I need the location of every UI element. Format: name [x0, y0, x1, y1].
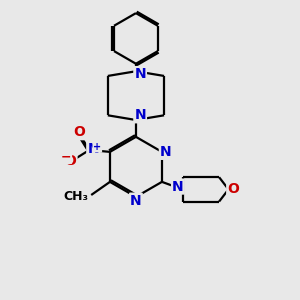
- Text: +: +: [93, 142, 101, 152]
- Text: N: N: [87, 142, 99, 156]
- Text: O: O: [227, 182, 239, 197]
- Text: CH₃: CH₃: [63, 190, 88, 203]
- Text: N: N: [160, 145, 172, 159]
- Text: N: N: [172, 180, 184, 194]
- Text: N: N: [134, 67, 146, 81]
- Text: N: N: [134, 108, 146, 122]
- Text: −: −: [61, 150, 71, 163]
- Text: O: O: [64, 154, 76, 168]
- Text: O: O: [73, 125, 85, 139]
- Text: N: N: [130, 194, 142, 208]
